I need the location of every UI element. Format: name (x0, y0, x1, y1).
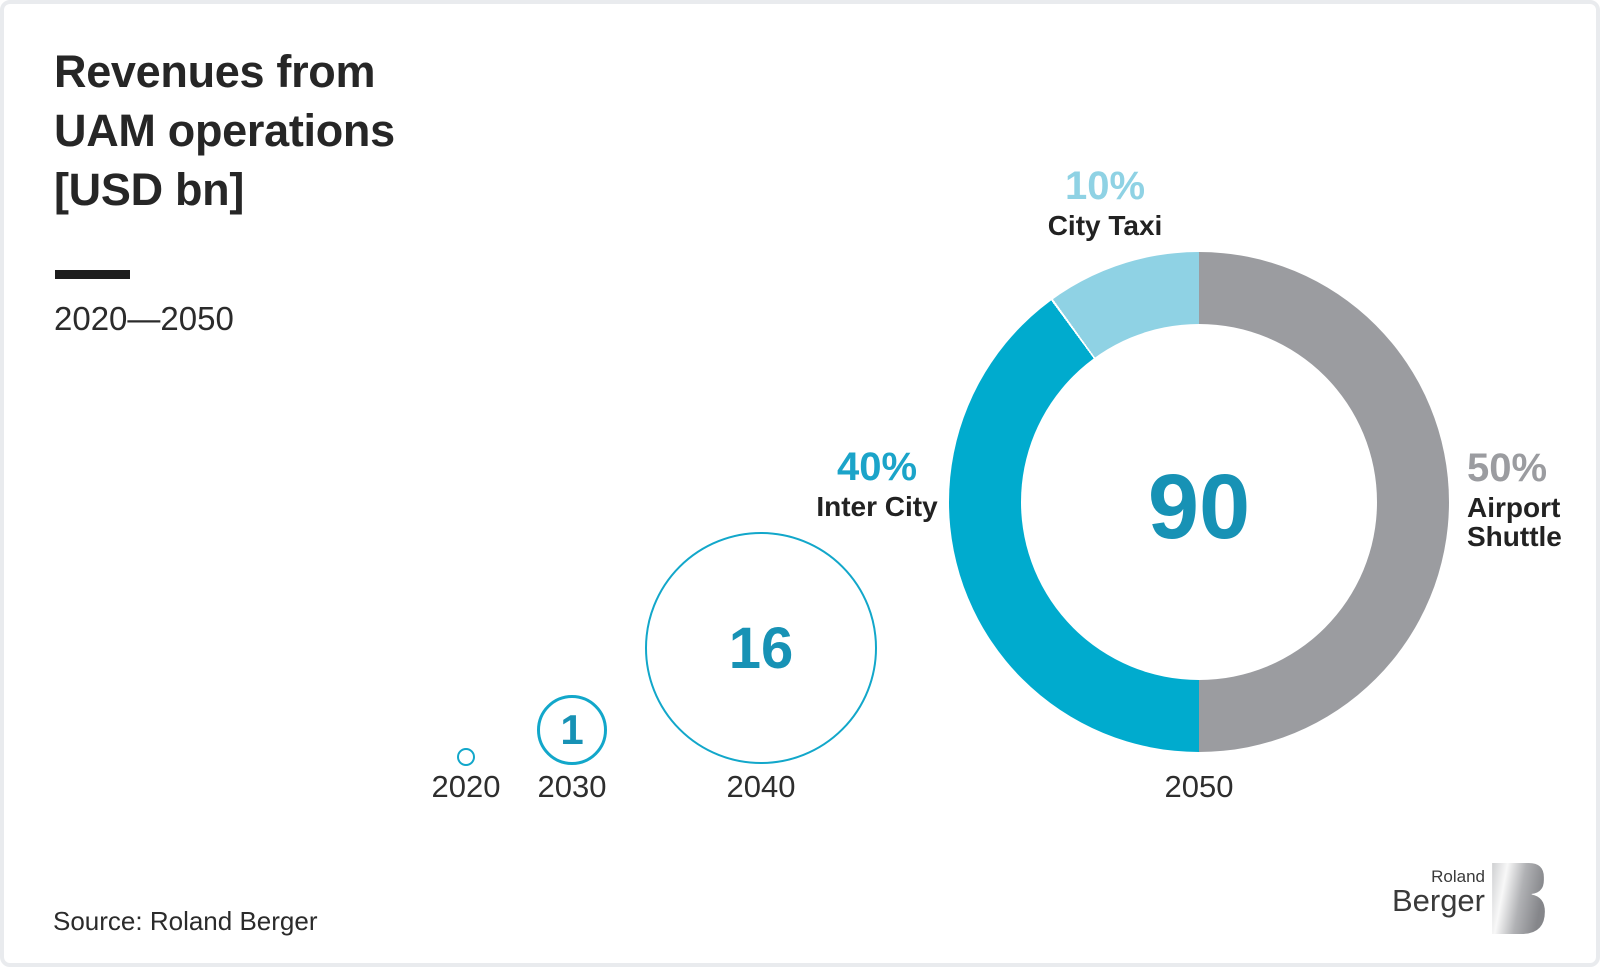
bubble-2030: 1 (537, 695, 607, 765)
logo-berger-text: Berger (1391, 883, 1485, 918)
airport-shuttle-name: Airport Shuttle (1467, 492, 1562, 552)
axis-label-2020: 2020 (431, 769, 501, 804)
bubble-2030-value: 1 (560, 706, 584, 753)
airport-shuttle-percent: 50% (1467, 446, 1548, 490)
title-dash (55, 270, 130, 279)
inter-city-percent: 40% (836, 445, 918, 489)
donut-2050: 90 (949, 252, 1449, 752)
logo-roland-text: Roland (1431, 867, 1485, 886)
city-taxi-percent: 10% (1064, 164, 1146, 208)
label-airport-shuttle: 50% Airport Shuttle (1467, 447, 1562, 551)
donut-center-value: 90 (1147, 455, 1251, 558)
label-city-taxi: 10% City Taxi (1048, 165, 1163, 240)
axis-label-2030: 2030 (537, 769, 607, 804)
donut-hole: 90 (1021, 324, 1377, 680)
bubble-2040-value: 16 (728, 615, 794, 681)
axis-label-2040: 2040 (726, 769, 796, 804)
inter-city-name: Inter City (816, 491, 938, 522)
bubble-2040: 16 (645, 532, 877, 764)
roland-berger-b-icon (1492, 863, 1545, 934)
bubble-2020 (457, 748, 475, 766)
city-taxi-name: City Taxi (1047, 210, 1163, 241)
chart-title: Revenues from UAM operations [USD bn] (54, 46, 395, 215)
period-label: 2020—2050 (54, 300, 234, 337)
source-note: Source: Roland Berger (53, 906, 318, 936)
roland-berger-wordmark: Roland Berger (1285, 867, 1485, 918)
axis-label-2050: 2050 (1164, 769, 1234, 804)
label-inter-city: 40% Inter City (816, 446, 937, 521)
